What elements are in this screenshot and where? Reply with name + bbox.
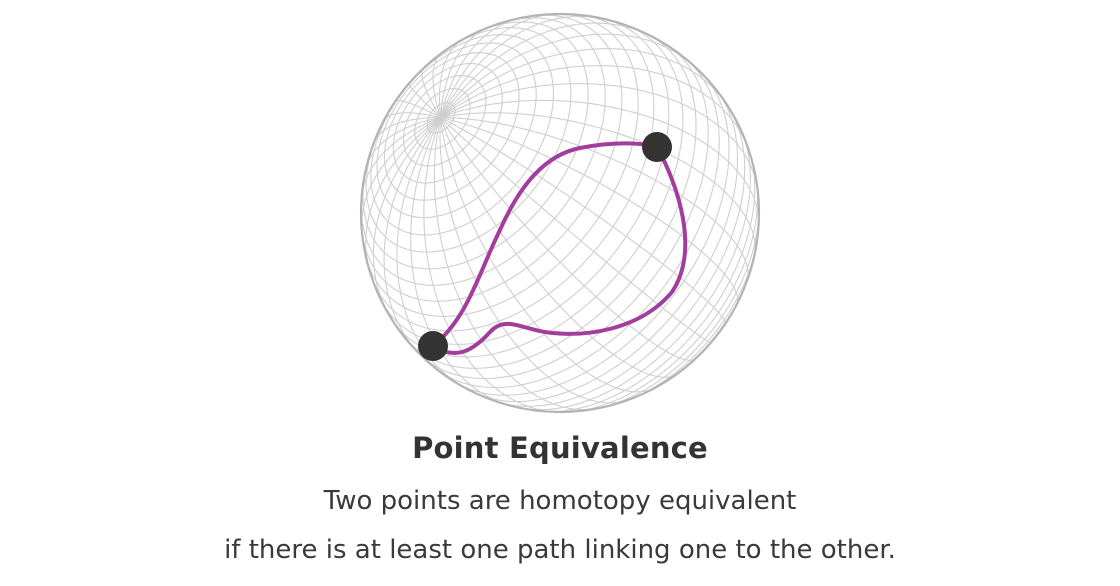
grid-line [396, 117, 468, 390]
grid-line [408, 83, 441, 118]
grid-line [361, 116, 441, 199]
grid-line [655, 267, 752, 388]
grid-line [360, 14, 623, 302]
grid-line [440, 117, 726, 325]
sphere-diagram [359, 12, 761, 414]
grid-line [435, 59, 720, 389]
grid-line [440, 26, 491, 118]
grid-line [440, 48, 730, 118]
grid-line [394, 99, 441, 118]
diagram-title: Point Equivalence [412, 431, 708, 465]
grid-line [440, 117, 696, 361]
grid-line [496, 109, 746, 407]
point-b [418, 331, 448, 361]
grid-line [440, 83, 759, 191]
grid-line [364, 13, 639, 317]
grid-line [420, 45, 709, 380]
grid-line [544, 153, 756, 413]
grid-line [440, 117, 712, 343]
grid-line [440, 116, 749, 283]
grid-line [440, 15, 604, 118]
sphere-grid [360, 13, 760, 413]
grid-line [440, 17, 522, 118]
grid-line [440, 13, 560, 118]
grid-line [360, 17, 606, 286]
grid-line [433, 117, 597, 411]
grid-line [440, 117, 678, 378]
grid-line [383, 112, 441, 122]
grid-line [440, 116, 739, 305]
grid-line [440, 99, 760, 227]
grid-line [440, 65, 750, 151]
caption-line-1: Two points are homotopy equivalent [323, 486, 797, 516]
grid-line [438, 38, 464, 118]
grid-line [410, 117, 515, 408]
grid-line [372, 117, 441, 318]
grid-line [373, 116, 441, 143]
grid-line [361, 117, 441, 234]
grid-line [404, 33, 697, 369]
caption-line-2: if there is at least one path linking on… [224, 535, 896, 565]
point-a [642, 132, 672, 162]
grid-line [594, 202, 760, 410]
grid-line [569, 178, 759, 413]
grid-line [383, 117, 442, 359]
grid-line [365, 27, 572, 253]
grid-line [362, 21, 589, 270]
grid-line [423, 117, 559, 413]
grid-line [391, 24, 684, 358]
grid-line [365, 117, 441, 275]
grid-line [440, 22, 652, 118]
grid-line [518, 129, 751, 411]
grid-line [475, 90, 739, 403]
grid-line [439, 117, 629, 404]
grid-line [440, 33, 695, 118]
sphere-outline [359, 12, 761, 414]
grid-line [365, 116, 441, 169]
grid-line [370, 14, 655, 332]
homotopy-path [431, 141, 688, 356]
grid-line [421, 67, 442, 118]
grid-line [440, 117, 657, 393]
grid-line [432, 52, 443, 118]
